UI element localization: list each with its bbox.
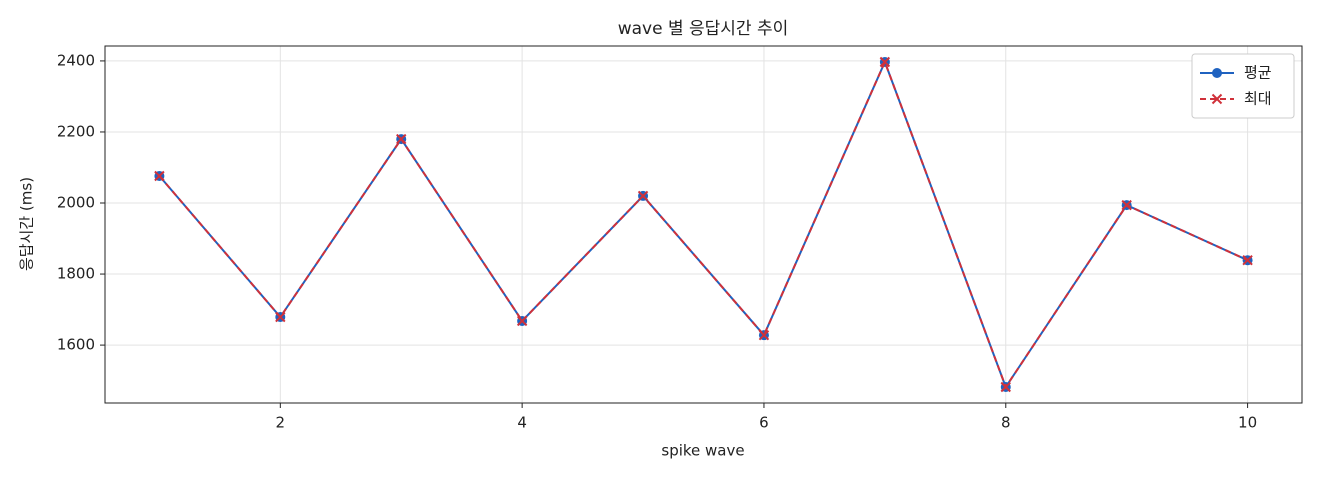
y-tick-label: 2400 (57, 51, 95, 69)
marker (637, 190, 649, 202)
x-tick-label: 2 (276, 414, 286, 432)
y-axis-label: 응답시간 (ms) (18, 177, 36, 271)
chart-title: wave 별 응답시간 추이 (618, 19, 789, 39)
plot-frame (104, 45, 1303, 404)
x-tick-label: 4 (517, 414, 527, 432)
y-tick-label: 2000 (57, 194, 95, 212)
legend-label: 최대 (1244, 90, 1272, 108)
marker (516, 315, 528, 327)
legend-marker (1212, 68, 1222, 78)
y-tick-label: 1800 (57, 265, 95, 283)
y-tick-label: 2200 (57, 122, 95, 140)
marker (1121, 199, 1132, 211)
x-tick-label: 6 (759, 414, 769, 432)
marker (154, 170, 165, 182)
marker (879, 56, 891, 68)
series-line (158, 59, 1249, 390)
legend-box (1191, 53, 1295, 119)
marker (275, 311, 286, 323)
legend-marker (1211, 93, 1223, 105)
marker (758, 329, 770, 341)
x-tick-label: 8 (1001, 414, 1011, 432)
y-tick-label: 1600 (57, 336, 95, 354)
marker (1000, 381, 1011, 393)
x-axis-label: spike wave (661, 442, 744, 460)
legend-label: 평균 (1244, 64, 1272, 82)
series-line (158, 59, 1249, 390)
marker (396, 133, 407, 145)
x-tick-label: 10 (1238, 414, 1257, 432)
marker (1242, 254, 1253, 266)
